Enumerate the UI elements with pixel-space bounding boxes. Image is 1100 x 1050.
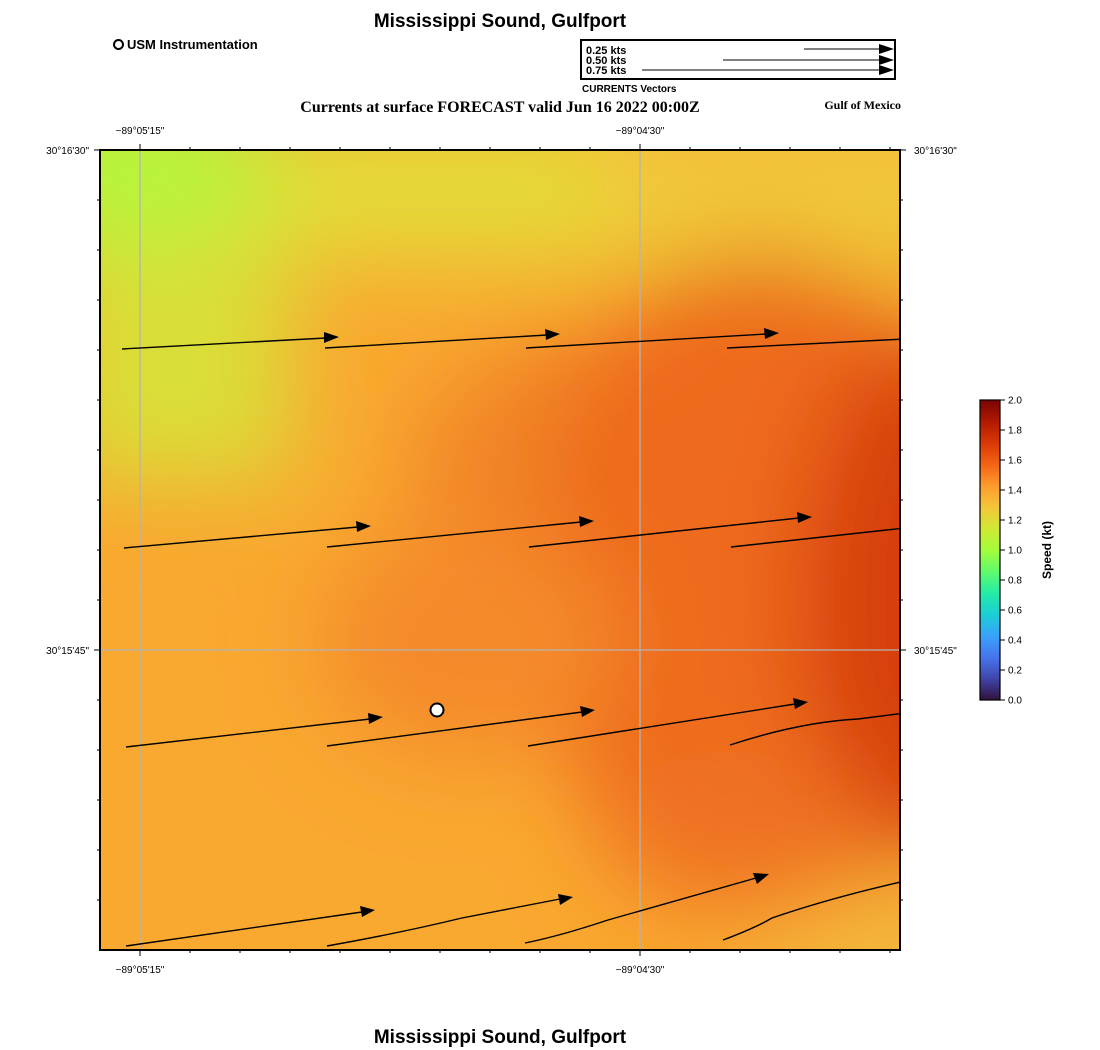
colorbar-tick-label: 1.0 [1008, 546, 1022, 557]
lat-label-left-2: 30°15'45" [46, 646, 89, 657]
current-vector [326, 711, 583, 747]
current-vectors [121, 333, 900, 947]
current-arrowhead [793, 698, 808, 709]
colorbar-tick-label: 1.4 [1008, 486, 1022, 497]
current-arrowhead [580, 706, 595, 717]
vector-legend-label-050: 0.50 kts [586, 55, 626, 67]
lon-label-bottom-2: −89°04'30" [616, 965, 665, 976]
colorbar-tick-label: 0.0 [1008, 696, 1022, 707]
colorbar-tick-label: 2.0 [1008, 396, 1022, 407]
vector-legend-arrowhead-075 [879, 65, 894, 75]
lat-label-right-1: 30°16'30" [914, 146, 957, 157]
lat-label-right-2: 30°15'45" [914, 646, 957, 657]
current-vector [121, 337, 327, 350]
colorbar-tick-label: 1.2 [1008, 516, 1022, 527]
current-arrowhead [545, 329, 560, 340]
current-vector [527, 703, 796, 747]
frame-ticks [94, 144, 906, 956]
current-vector [324, 334, 548, 349]
vector-legend-caption: CURRENTS Vectors [582, 84, 677, 95]
station-legend-label: USM Instrumentation [127, 37, 258, 52]
vector-scale-legend: 0.25 kts 0.50 kts 0.75 kts [580, 39, 896, 80]
current-vector [726, 338, 900, 349]
colorbar-ticks: 0.0 0.2 0.4 0.6 0.8 1.0 1.2 1.4 1.6 1.8 2.0 [1000, 396, 1022, 707]
current-arrowhead [797, 512, 812, 523]
vector-legend-label-025: 0.25 kts [586, 45, 626, 57]
colorbar-tick-label: 0.8 [1008, 576, 1022, 587]
usm-instrumentation-station[interactable] [429, 702, 445, 718]
vector-legend-label-075: 0.75 kts [586, 65, 626, 77]
current-arrowhead [753, 873, 769, 884]
current-arrowhead [324, 332, 339, 343]
graticule [100, 150, 900, 950]
lon-label-top-1: −89°05'15" [116, 126, 165, 137]
lat-label-left-1: 30°16'30" [46, 146, 89, 157]
station-marker-icon [113, 39, 124, 50]
colorbar-tick-label: 0.6 [1008, 606, 1022, 617]
current-arrowhead [764, 328, 779, 339]
current-vector [125, 911, 363, 947]
current-vector [730, 527, 900, 548]
current-vector [326, 521, 582, 548]
current-vector [123, 526, 359, 549]
colorbar-tick-label: 0.4 [1008, 636, 1022, 647]
current-vector [326, 898, 561, 947]
colorbar-tick-label: 1.6 [1008, 456, 1022, 467]
colorbar-tick-label: 1.8 [1008, 426, 1022, 437]
station-legend: USM Instrumentation [113, 37, 258, 52]
colorbar-tick-label: 0.2 [1008, 666, 1022, 677]
current-arrowhead [579, 516, 594, 527]
current-vector [528, 517, 800, 548]
map-subtitle: Currents at surface FORECAST valid Jun 1… [300, 99, 700, 116]
colorbar-scale [979, 399, 1001, 701]
lon-label-bottom-1: −89°05'15" [116, 965, 165, 976]
current-vector [524, 877, 757, 944]
footer-title: Mississippi Sound, Gulfport [373, 1027, 627, 1048]
vector-legend-arrowhead-025 [879, 44, 894, 54]
current-arrowhead [360, 906, 375, 917]
lon-label-top-2: −89°04'30" [616, 126, 665, 137]
current-vector [125, 718, 371, 748]
speed-field [100, 150, 900, 950]
region-label: Gulf of Mexico [824, 98, 901, 112]
current-vector [525, 333, 767, 349]
current-arrowhead [368, 713, 383, 724]
colorbar-title: Speed (kt) [1040, 521, 1054, 579]
current-speed-map: −89°05'15" −89°04'30" −89°05'15" −89°04'… [46, 126, 957, 976]
current-arrowheads [324, 328, 812, 917]
speed-colorbar: 0.0 0.2 0.4 0.6 0.8 1.0 1.2 1.4 1.6 1.8 2.0 Speed … [979, 396, 1054, 707]
current-arrowhead [558, 894, 573, 905]
current-vector [729, 712, 900, 746]
vector-legend-arrowhead-050 [879, 55, 894, 65]
page-title: Mississippi Sound, Gulfport [373, 11, 627, 32]
current-arrowhead [356, 521, 371, 532]
current-vector [722, 881, 900, 941]
